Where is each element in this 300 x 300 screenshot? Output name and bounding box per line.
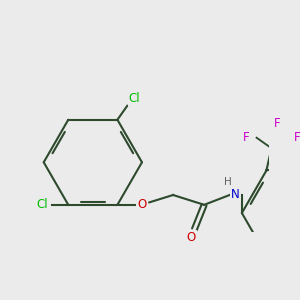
Text: H: H — [224, 177, 232, 187]
Text: F: F — [243, 131, 249, 144]
Text: F: F — [294, 131, 300, 144]
Text: O: O — [187, 231, 196, 244]
Text: O: O — [137, 198, 147, 211]
Text: N: N — [231, 188, 240, 202]
Text: Cl: Cl — [36, 198, 48, 211]
Text: Cl: Cl — [129, 92, 140, 105]
Text: F: F — [274, 117, 280, 130]
